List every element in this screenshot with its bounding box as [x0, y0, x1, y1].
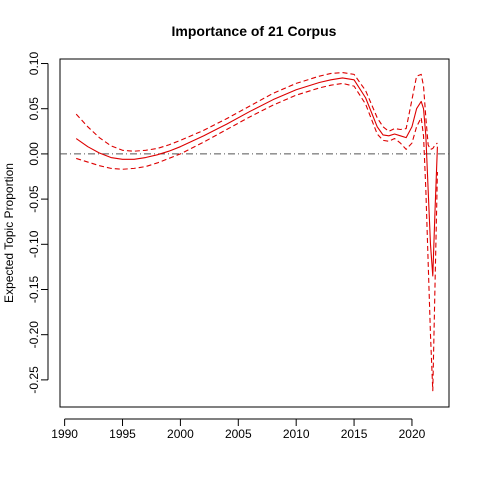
y-tick-label: -0.15 — [27, 275, 41, 303]
y-tick-label: -0.20 — [27, 321, 41, 349]
plot-area: 1990 1995 2000 2005 2010 2015 2020 0.10 0.05 0.00… — [27, 52, 450, 441]
chart-title: Importance of 21 Corpus — [172, 23, 337, 39]
y-tick-label: -0.10 — [27, 230, 41, 258]
x-tick-label: 2005 — [225, 427, 252, 441]
x-tick-label: 1990 — [51, 427, 78, 441]
y-axis-label: Expected Topic Proportion — [2, 163, 16, 303]
x-tick-label: 2010 — [283, 427, 310, 441]
x-tick-label: 2000 — [167, 427, 194, 441]
y-tick-label: -0.25 — [27, 366, 41, 394]
y-tick-label: 0.05 — [27, 97, 41, 121]
x-tick-label: 1995 — [109, 427, 136, 441]
x-tick-label: 2020 — [399, 427, 426, 441]
y-tick-label: 0.00 — [27, 142, 41, 166]
y-tick-label: 0.10 — [27, 52, 41, 76]
series-line-lower-ci — [76, 82, 438, 392]
x-tick-label: 2015 — [341, 427, 368, 441]
plot-frame — [59, 58, 450, 408]
series-line-estimate — [75, 77, 438, 277]
y-tick-label: -0.05 — [27, 185, 41, 213]
series-line-upper-ci — [75, 72, 438, 152]
